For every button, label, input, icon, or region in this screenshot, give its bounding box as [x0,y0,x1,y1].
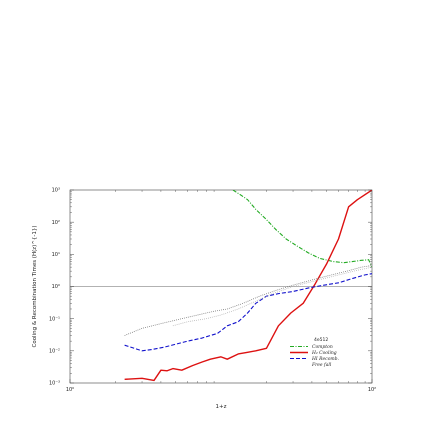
y-tick-label: 10¹ [52,252,60,258]
x-tick-label: 10² [368,387,376,393]
series-line-3 [124,265,372,336]
y-tick-label: 10⁻³ [49,381,60,387]
series-line-2 [124,273,372,352]
ticks-layer: 10³ 10² 10¹ 10⁰ 10⁻¹ 10⁻² 10⁻³ 10⁰ 10² [49,188,376,393]
y-tick-label: 10⁻¹ [49,316,60,322]
y-tick-label: 10² [52,220,60,226]
legend-label-2: HI Recomb. [311,356,340,362]
y-axis-label: Cooling & Recombination Times (H(z)^{-1}… [32,225,38,347]
y-tick-label: 10³ [52,188,60,194]
legend-label-0: Compton [312,344,333,350]
series-layer [124,190,372,382]
series-line-0 [232,190,372,268]
y-tick-label: 10⁰ [52,284,60,290]
legend-label-1: H₂ Cooling [311,350,337,356]
series-line-4 [172,266,372,327]
legend-label-3: Free fall [311,362,332,368]
legend-title: 4e512 [314,337,328,343]
x-tick-label: 10⁰ [66,387,74,393]
series-line-1 [124,190,372,382]
x-axis-label: 1+z [216,404,227,410]
y-tick-label: 10⁻² [49,349,60,355]
